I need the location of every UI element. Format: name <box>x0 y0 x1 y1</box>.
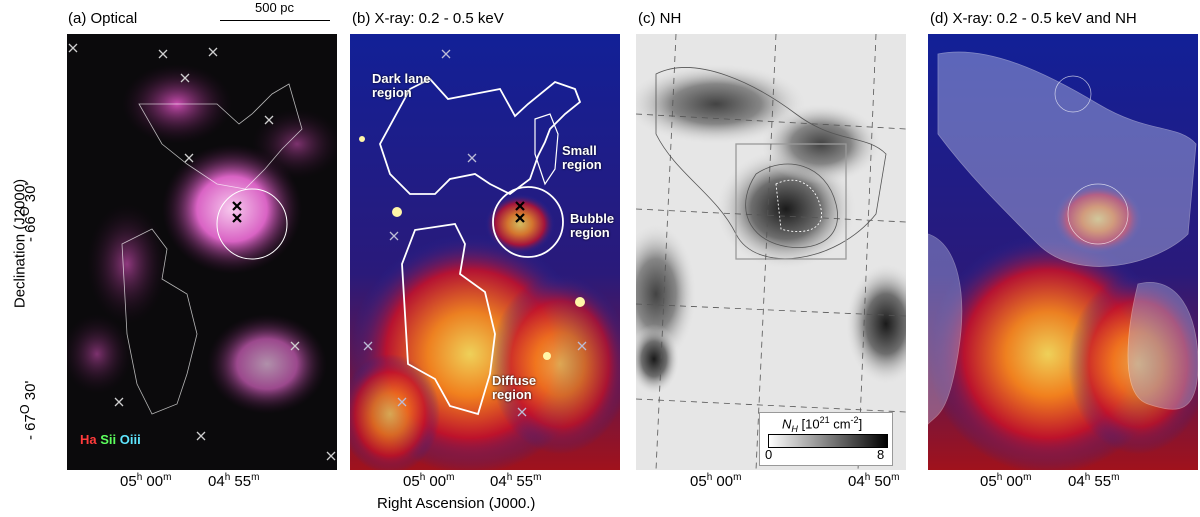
xtick-hs: h <box>419 472 426 483</box>
xtick-b-0455: 04h 55m <box>490 472 541 490</box>
x-axis-label: Right Ascension (J000.) <box>377 495 536 512</box>
xtick-d-0455: 04h 55m <box>1068 472 1119 490</box>
small-region-label: Small region <box>562 144 602 172</box>
panel-a-optical-image <box>67 34 337 470</box>
dark-lane-region-label: Dark lane region <box>372 72 431 100</box>
xtick-m: 55 <box>1090 473 1112 490</box>
panel-c-title: (c) NH <box>638 10 682 27</box>
panel-d-xray-nh-image <box>928 34 1198 470</box>
xtick-h: 04 <box>208 473 225 490</box>
small-label-line2: region <box>562 157 602 172</box>
colorbar-title-exp: 21 <box>819 415 830 425</box>
panel-d-title: (d) X-ray: 0.2 - 0.5 keV and NH <box>930 10 1137 27</box>
bubble-region-label: Bubble region <box>570 212 614 240</box>
ytick-66: - 66O 30' <box>18 183 39 242</box>
legend-ha: Ha <box>80 432 97 447</box>
xtick-h: 05 <box>690 473 707 490</box>
diffuse-label-line2: region <box>492 387 532 402</box>
colorbar-gradient <box>768 434 888 448</box>
xtick-c-0500: 05h 00m <box>690 472 741 490</box>
colorbar-min: 0 <box>765 447 773 462</box>
xtick-m: 55 <box>230 473 252 490</box>
colorbar-title-cm: cm <box>829 416 851 432</box>
xtick-hs: h <box>706 472 713 483</box>
xtick-hs: h <box>224 472 231 483</box>
dark-lane-label-line1: Dark lane <box>372 71 431 86</box>
xtick-m: 00 <box>142 473 164 490</box>
xtick-ms: m <box>891 472 900 483</box>
xtick-hs: h <box>506 472 513 483</box>
ytick-67-min: 30' <box>22 380 39 405</box>
xtick-a-0455: 04h 55m <box>208 472 259 490</box>
ytick-66-deg: - 66 <box>22 216 39 242</box>
scale-bar-label: 500 pc <box>255 0 295 15</box>
panel-a-title: (a) Optical <box>68 10 138 27</box>
scale-bar <box>220 20 330 21</box>
colorbar-title-unit: [10 <box>797 416 820 432</box>
xtick-hs: h <box>136 472 143 483</box>
ytick-67: - 67O 30' <box>18 381 39 440</box>
ytick-67-deg: - 67 <box>22 414 39 440</box>
xtick-b-0500: 05h 00m <box>403 472 454 490</box>
panel-b-xray-image: Dark lane region Small region Bubble reg… <box>350 34 620 470</box>
xtick-a-0500: 05h 00m <box>120 472 171 490</box>
xtick-ms: m <box>1023 472 1032 483</box>
colorbar-title: NH [1021 cm-2] <box>782 415 862 434</box>
xtick-m: 55 <box>512 473 534 490</box>
xtick-ms: m <box>446 472 455 483</box>
xtick-hs: h <box>864 472 871 483</box>
xtick-h: 05 <box>403 473 420 490</box>
diffuse-label-line1: Diffuse <box>492 373 537 388</box>
colorbar-title-n: N <box>782 416 792 432</box>
xtick-m: 00 <box>712 473 734 490</box>
dark-lane-label-line2: region <box>372 85 412 100</box>
xtick-m: 00 <box>425 473 447 490</box>
xtick-d-0500: 05h 00m <box>980 472 1031 490</box>
xtick-hs: h <box>996 472 1003 483</box>
diffuse-region-label: Diffuse region <box>492 374 536 402</box>
xtick-ms: m <box>163 472 172 483</box>
xtick-ms: m <box>251 472 260 483</box>
bubble-label-line2: region <box>570 225 610 240</box>
xtick-m: 00 <box>1002 473 1024 490</box>
bubble-label-line1: Bubble <box>570 211 615 226</box>
legend-sii: Sii <box>100 432 117 447</box>
colorbar-title-sub: H <box>791 423 798 434</box>
xtick-h: 04 <box>848 473 865 490</box>
ytick-66-sup: O <box>18 206 32 217</box>
panel-c-nh-image <box>636 34 906 470</box>
xtick-ms: m <box>733 472 742 483</box>
colorbar-max: 8 <box>877 447 885 462</box>
xtick-c-0450: 04h 50m <box>848 472 899 490</box>
xtick-h: 05 <box>120 473 137 490</box>
xtick-hs: h <box>1084 472 1091 483</box>
small-label-line1: Small <box>562 143 597 158</box>
xtick-ms: m <box>1111 472 1120 483</box>
optical-color-legend: Ha Sii Oiii <box>80 432 141 447</box>
legend-oiii: Oiii <box>119 432 141 447</box>
xtick-m: 50 <box>870 473 892 490</box>
xtick-h: 04 <box>1068 473 1085 490</box>
colorbar-title-close: ] <box>858 416 863 432</box>
ytick-66-min: 30' <box>22 182 39 207</box>
nh-colorbar: NH [1021 cm-2] 0 8 <box>759 412 893 466</box>
colorbar-title-exp2: -2 <box>850 415 859 425</box>
xtick-h: 04 <box>490 473 507 490</box>
panel-b-title: (b) X-ray: 0.2 - 0.5 keV <box>352 10 504 27</box>
ytick-67-sup: O <box>18 404 32 415</box>
xtick-ms: m <box>533 472 542 483</box>
xtick-h: 05 <box>980 473 997 490</box>
